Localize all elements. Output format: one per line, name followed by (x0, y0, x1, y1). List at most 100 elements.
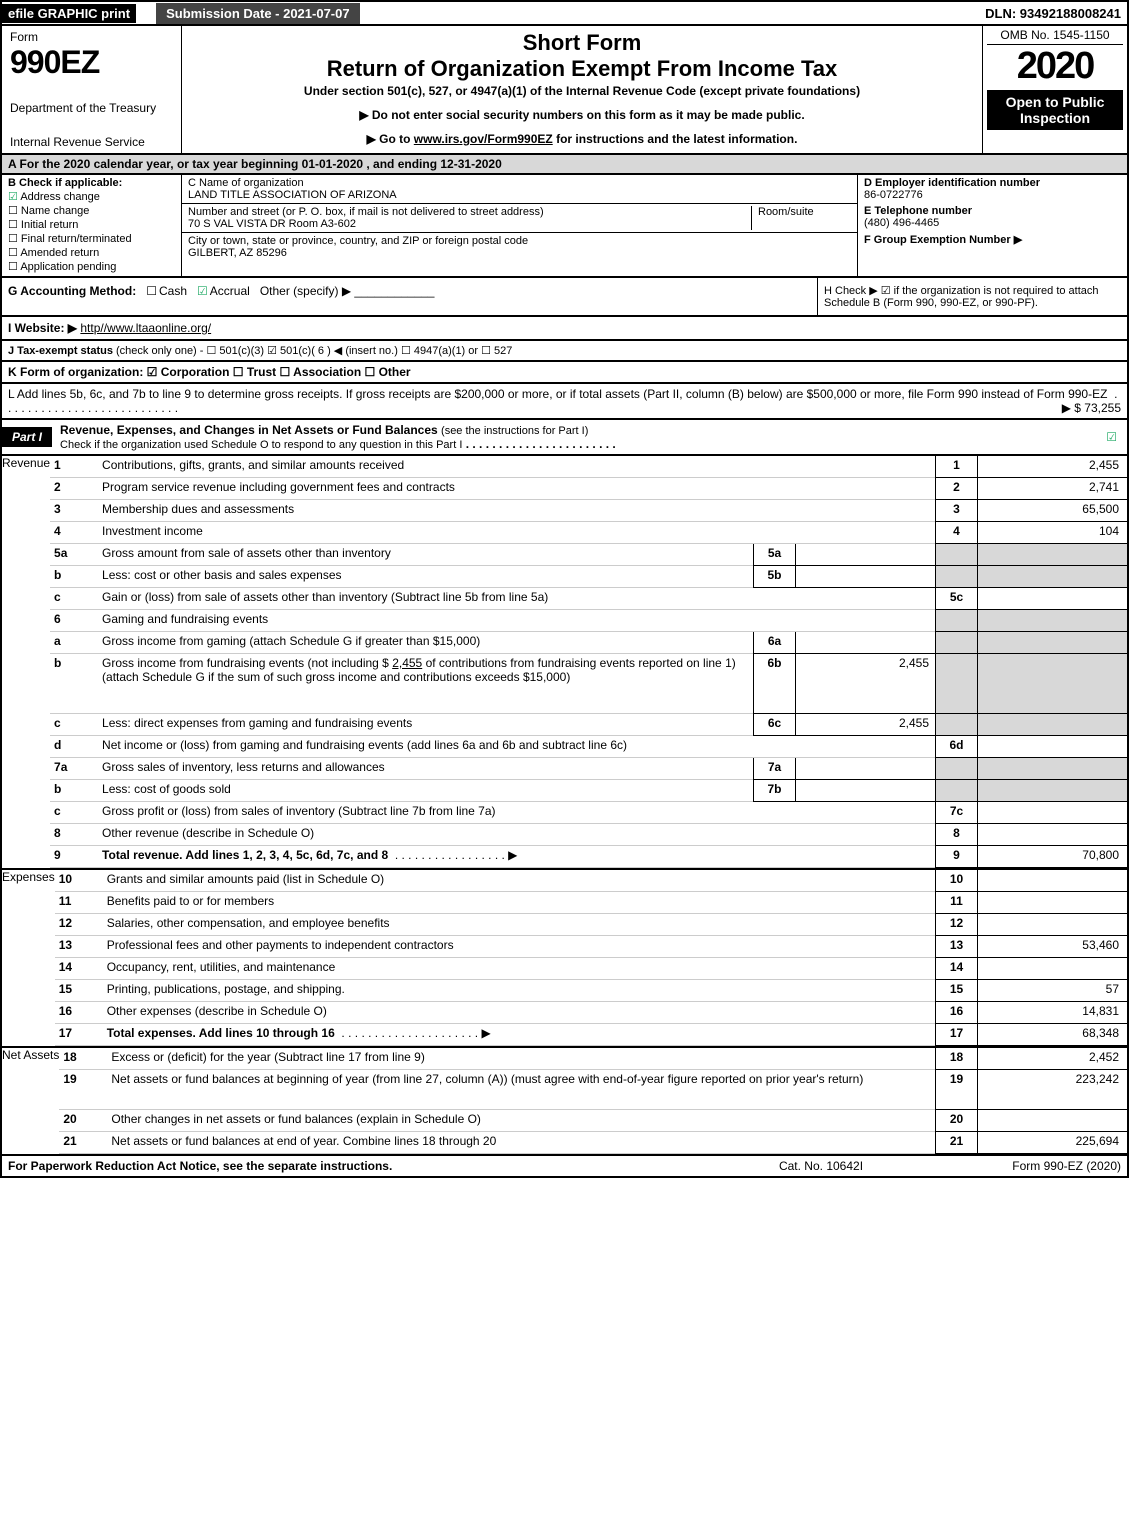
title-line2: Return of Organization Exempt From Incom… (192, 56, 972, 82)
omb-number: OMB No. 1545-1150 (987, 28, 1123, 45)
addr-label: Number and street (or P. O. box, if mail… (188, 206, 751, 218)
chk-initial-return[interactable]: Initial return (8, 218, 175, 231)
part1-checkbox[interactable] (1106, 430, 1127, 444)
dept-irs: Internal Revenue Service (10, 135, 173, 149)
chk-final-return[interactable]: Final return/terminated (8, 232, 175, 245)
line-15: 15 Printing, publications, postage, and … (55, 980, 1127, 1002)
line-17-col: 17 (935, 1024, 977, 1046)
room-suite: Room/suite (751, 206, 851, 230)
line-17-num: 17 (55, 1024, 103, 1046)
line-5b-num: b (50, 566, 98, 588)
line-20: 20 Other changes in net assets or fund b… (59, 1110, 1127, 1132)
line-3: 3 Membership dues and assessments 3 65,5… (50, 500, 1127, 522)
line-7b-greyval (977, 780, 1127, 802)
line-7c: c Gross profit or (loss) from sales of i… (50, 802, 1127, 824)
line-6: 6 Gaming and fundraising events (50, 610, 1127, 632)
header-note2: ▶ Go to www.irs.gov/Form990EZ for instru… (192, 132, 972, 146)
line-4: 4 Investment income 4 104 (50, 522, 1127, 544)
line-20-col: 20 (935, 1110, 977, 1132)
g-left: G Accounting Method: Cash Accrual Other … (2, 278, 817, 315)
form-word: Form (10, 30, 173, 44)
footer-mid: Cat. No. 10642I (721, 1159, 921, 1173)
line-17: 17 Total expenses. Add lines 10 through … (55, 1024, 1127, 1046)
line-1-desc: Contributions, gifts, grants, and simila… (98, 456, 935, 478)
line-6d-num: d (50, 736, 98, 758)
col-d-ids: D Employer identification number 86-0722… (857, 175, 1127, 276)
chk-address-change[interactable]: Address change (8, 190, 175, 203)
line-21-val: 225,694 (977, 1132, 1127, 1154)
line-5a-inval (795, 544, 935, 566)
line-2: 2 Program service revenue including gove… (50, 478, 1127, 500)
line-5a-greyval (977, 544, 1127, 566)
line-6a: a Gross income from gaming (attach Sched… (50, 632, 1127, 654)
line-6c: c Less: direct expenses from gaming and … (50, 714, 1127, 736)
chk-cash[interactable] (146, 284, 159, 298)
line-6a-greyval (977, 632, 1127, 654)
line-6d-col: 6d (935, 736, 977, 758)
line-5a-desc: Gross amount from sale of assets other t… (98, 544, 753, 566)
line-18-num: 18 (59, 1048, 107, 1070)
dln-label: DLN: 93492188008241 (985, 6, 1127, 21)
line-12-num: 12 (55, 914, 103, 936)
chk-application-pending[interactable]: Application pending (8, 260, 175, 273)
cash-label: Cash (159, 284, 187, 298)
line-8-desc: Other revenue (describe in Schedule O) (98, 824, 935, 846)
line-21: 21 Net assets or fund balances at end of… (59, 1132, 1127, 1154)
line-20-desc: Other changes in net assets or fund bala… (107, 1110, 935, 1132)
line-19-desc: Net assets or fund balances at beginning… (107, 1070, 935, 1110)
side-label-expenses: Expenses (2, 870, 55, 1046)
page-footer: For Paperwork Reduction Act Notice, see … (0, 1156, 1129, 1178)
line-3-desc: Membership dues and assessments (98, 500, 935, 522)
header-right: OMB No. 1545-1150 2020 Open to Public In… (982, 26, 1127, 153)
line-7c-desc: Gross profit or (loss) from sales of inv… (98, 802, 935, 824)
line-13-col: 13 (935, 936, 977, 958)
submission-date: Submission Date - 2021-07-07 (156, 3, 360, 24)
line-4-desc: Investment income (98, 522, 935, 544)
line-12-val (977, 914, 1127, 936)
irs-link[interactable]: www.irs.gov/Form990EZ (414, 132, 553, 146)
org-name-value: LAND TITLE ASSOCIATION OF ARIZONA (188, 189, 851, 201)
side-label-netassets: Net Assets (2, 1048, 59, 1154)
line-12: 12 Salaries, other compensation, and emp… (55, 914, 1127, 936)
line-3-col: 3 (935, 500, 977, 522)
line-7b-num: b (50, 780, 98, 802)
city-value: GILBERT, AZ 85296 (188, 247, 851, 259)
row-i-website: I Website: ▶ http//www.ltaaonline.org/ (0, 317, 1129, 341)
line-6b-desc1: Gross income from fundraising events (no… (102, 656, 392, 670)
topbar: efile GRAPHIC print Submission Date - 20… (0, 0, 1129, 26)
line-1-val: 2,455 (977, 456, 1127, 478)
line-5c-col: 5c (935, 588, 977, 610)
line-16: 16 Other expenses (describe in Schedule … (55, 1002, 1127, 1024)
line-15-desc: Printing, publications, postage, and shi… (103, 980, 935, 1002)
website-link[interactable]: http//www.ltaaonline.org/ (80, 321, 211, 335)
line-6b-innum: 6b (753, 654, 795, 714)
line-15-val: 57 (977, 980, 1127, 1002)
line-18: 18 Excess or (deficit) for the year (Sub… (59, 1048, 1127, 1070)
line-7a-greyval (977, 758, 1127, 780)
line-7b-desc: Less: cost of goods sold (98, 780, 753, 802)
line-19-col: 19 (935, 1070, 977, 1110)
section-bcd: B Check if applicable: Address change Na… (0, 175, 1129, 278)
line-6d-val (977, 736, 1127, 758)
line-16-val: 14,831 (977, 1002, 1127, 1024)
cell-address: Number and street (or P. O. box, if mail… (182, 204, 857, 233)
addr-value: 70 S VAL VISTA DR Room A3-602 (188, 218, 751, 230)
cell-org-name: C Name of organization LAND TITLE ASSOCI… (182, 175, 857, 204)
line-6c-innum: 6c (753, 714, 795, 736)
note2-pre: ▶ Go to (367, 132, 414, 146)
line-7a: 7a Gross sales of inventory, less return… (50, 758, 1127, 780)
side-label-revenue: Revenue (2, 456, 50, 868)
line-5c: c Gain or (loss) from sale of assets oth… (50, 588, 1127, 610)
tel-label: E Telephone number (864, 205, 1121, 217)
part1-header: Part I Revenue, Expenses, and Changes in… (0, 420, 1129, 456)
line-19-val: 223,242 (977, 1070, 1127, 1110)
efile-text: efile GRAPHIC print (8, 6, 130, 21)
line-6c-inval: 2,455 (795, 714, 935, 736)
line-21-num: 21 (59, 1132, 107, 1154)
chk-name-change[interactable]: Name change (8, 204, 175, 217)
line-14-col: 14 (935, 958, 977, 980)
line-11-val (977, 892, 1127, 914)
chk-accrual[interactable] (197, 284, 210, 298)
line-4-val: 104 (977, 522, 1127, 544)
chk-amended-return[interactable]: Amended return (8, 246, 175, 259)
